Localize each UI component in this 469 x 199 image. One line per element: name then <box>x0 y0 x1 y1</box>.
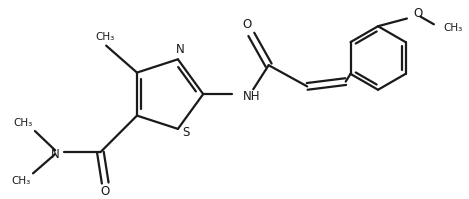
Text: N: N <box>175 43 184 56</box>
Text: N: N <box>51 148 60 161</box>
Text: S: S <box>182 126 189 139</box>
Text: O: O <box>100 185 110 198</box>
Text: CH₃: CH₃ <box>444 23 463 33</box>
Text: CH₃: CH₃ <box>14 118 33 128</box>
Text: CH₃: CH₃ <box>12 176 31 186</box>
Text: O: O <box>242 18 251 31</box>
Text: CH₃: CH₃ <box>96 32 115 42</box>
Text: O: O <box>414 7 423 20</box>
Text: NH: NH <box>242 90 260 102</box>
